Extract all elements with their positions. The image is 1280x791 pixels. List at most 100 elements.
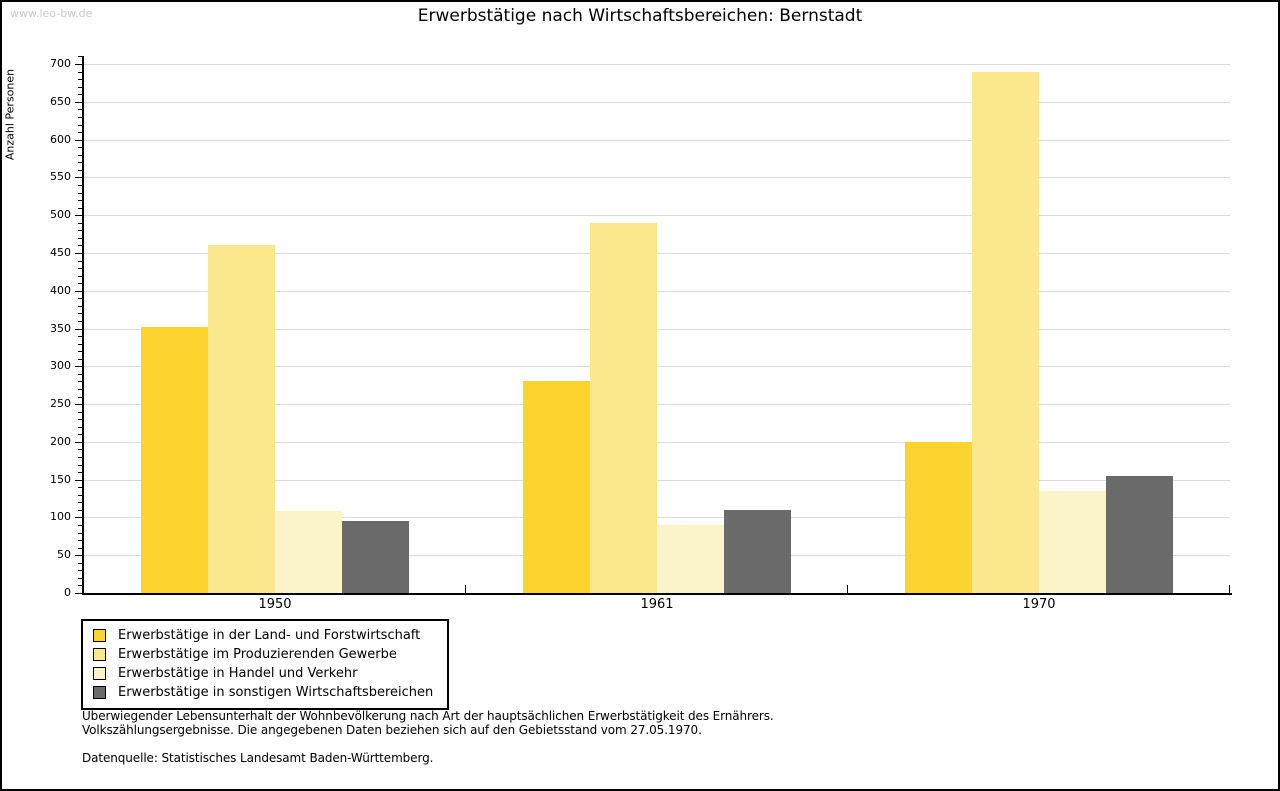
y-minor-tick: [78, 154, 82, 156]
gridline: [84, 479, 1230, 481]
y-axis-line: [82, 56, 84, 595]
legend-swatch-icon: [93, 629, 106, 642]
y-minor-tick: [78, 532, 82, 534]
y-major-tick: [75, 139, 82, 141]
y-tick-label: 50: [57, 548, 71, 562]
y-minor-tick: [78, 132, 82, 133]
legend-label: Erwerbstätige im Produzierenden Gewerbe: [118, 647, 397, 662]
watermark: www.leo-bw.de: [10, 7, 93, 20]
bar-1970-series-3: [1039, 491, 1106, 593]
gridline: [84, 404, 1230, 406]
category-label-1970: 1970: [1022, 597, 1056, 612]
y-minor-tick: [78, 570, 82, 572]
bar-1970-series-2: [972, 71, 1039, 593]
y-minor-tick: [78, 411, 82, 413]
bar-1961-series-3: [657, 525, 724, 593]
legend-swatch-icon: [93, 686, 106, 699]
y-minor-tick: [78, 351, 82, 353]
y-minor-tick: [78, 94, 82, 96]
y-minor-tick: [78, 305, 82, 307]
legend-label: Erwerbstätige in Handel und Verkehr: [118, 666, 358, 681]
legend-swatch-icon: [93, 667, 106, 680]
legend-swatch-icon: [93, 648, 106, 661]
y-minor-tick: [78, 320, 82, 322]
y-minor-tick: [78, 336, 82, 338]
y-minor-tick: [78, 56, 82, 58]
bar-1970-series-4: [1106, 475, 1173, 593]
y-tick-label: 200: [50, 434, 71, 448]
y-minor-tick: [78, 381, 82, 383]
footnote-text: Überwiegender Lebensunterhalt der Wohnbe…: [82, 709, 774, 737]
y-major-tick: [75, 517, 82, 519]
footnote-line-1: Überwiegender Lebensunterhalt der Wohnbe…: [82, 709, 774, 723]
gridline: [84, 177, 1230, 179]
gridline: [84, 215, 1230, 217]
gridline: [84, 290, 1230, 292]
bar-1950-series-2: [208, 245, 275, 593]
y-major-tick: [75, 328, 82, 330]
y-minor-tick: [78, 298, 82, 300]
y-minor-tick: [78, 169, 82, 171]
y-minor-tick: [78, 358, 82, 360]
y-tick-label: 550: [50, 170, 71, 184]
y-minor-tick: [78, 464, 82, 466]
gridline: [84, 441, 1230, 443]
x-tick: [1229, 585, 1230, 593]
y-minor-tick: [78, 373, 82, 375]
y-minor-tick: [78, 472, 82, 474]
y-major-tick: [75, 215, 82, 217]
y-minor-tick: [78, 509, 82, 511]
gridline: [84, 139, 1230, 141]
y-minor-tick: [78, 245, 82, 247]
bar-1950-series-4: [342, 521, 409, 593]
y-minor-tick: [78, 207, 82, 209]
y-minor-tick: [78, 86, 82, 88]
bar-1970-series-1: [905, 441, 972, 593]
legend-item: Erwerbstätige in sonstigen Wirtschaftsbe…: [91, 683, 439, 702]
y-major-tick: [75, 404, 82, 406]
y-tick-label: 150: [50, 472, 71, 486]
category-label-1950: 1950: [258, 597, 292, 612]
category-label-1961: 1961: [640, 597, 674, 612]
y-minor-tick: [78, 502, 82, 504]
y-tick-label: 400: [50, 283, 71, 297]
y-tick-label: 450: [50, 245, 71, 259]
source-note: Datenquelle: Statistisches Landesamt Bad…: [82, 751, 434, 765]
y-major-tick: [75, 177, 82, 179]
legend-box: Erwerbstätige in der Land- und Forstwirt…: [81, 619, 449, 710]
y-minor-tick: [78, 147, 82, 149]
y-tick-label: 700: [50, 57, 71, 70]
y-minor-tick: [78, 419, 82, 421]
y-major-tick: [75, 252, 82, 254]
y-major-tick: [75, 479, 82, 481]
y-minor-tick: [78, 184, 82, 186]
y-minor-tick: [78, 547, 82, 549]
y-minor-tick: [78, 487, 82, 489]
y-tick-label: 650: [50, 94, 71, 108]
y-major-tick: [75, 64, 82, 65]
y-minor-tick: [78, 79, 82, 81]
bar-1950-series-3: [275, 511, 342, 593]
y-minor-tick: [78, 457, 82, 458]
y-minor-tick: [78, 222, 82, 224]
bar-1950-series-1: [141, 327, 208, 593]
x-axis-line: [82, 593, 1232, 595]
y-minor-tick: [78, 494, 82, 496]
gridline: [84, 517, 1230, 519]
gridline: [84, 328, 1230, 330]
y-tick-label: 0: [64, 586, 71, 599]
bar-1961-series-2: [590, 222, 657, 593]
y-major-tick: [75, 290, 82, 292]
gridline: [84, 252, 1230, 254]
legend-label: Erwerbstätige in sonstigen Wirtschaftsbe…: [118, 685, 434, 700]
gridline: [84, 101, 1230, 103]
legend-label: Erwerbstätige in der Land- und Forstwirt…: [118, 628, 421, 643]
y-major-tick: [75, 101, 82, 103]
y-minor-tick: [78, 237, 82, 239]
y-minor-tick: [78, 540, 82, 542]
bar-1961-series-1: [523, 381, 590, 593]
y-minor-tick: [78, 449, 82, 451]
y-minor-tick: [78, 283, 82, 285]
y-minor-tick: [78, 116, 82, 118]
